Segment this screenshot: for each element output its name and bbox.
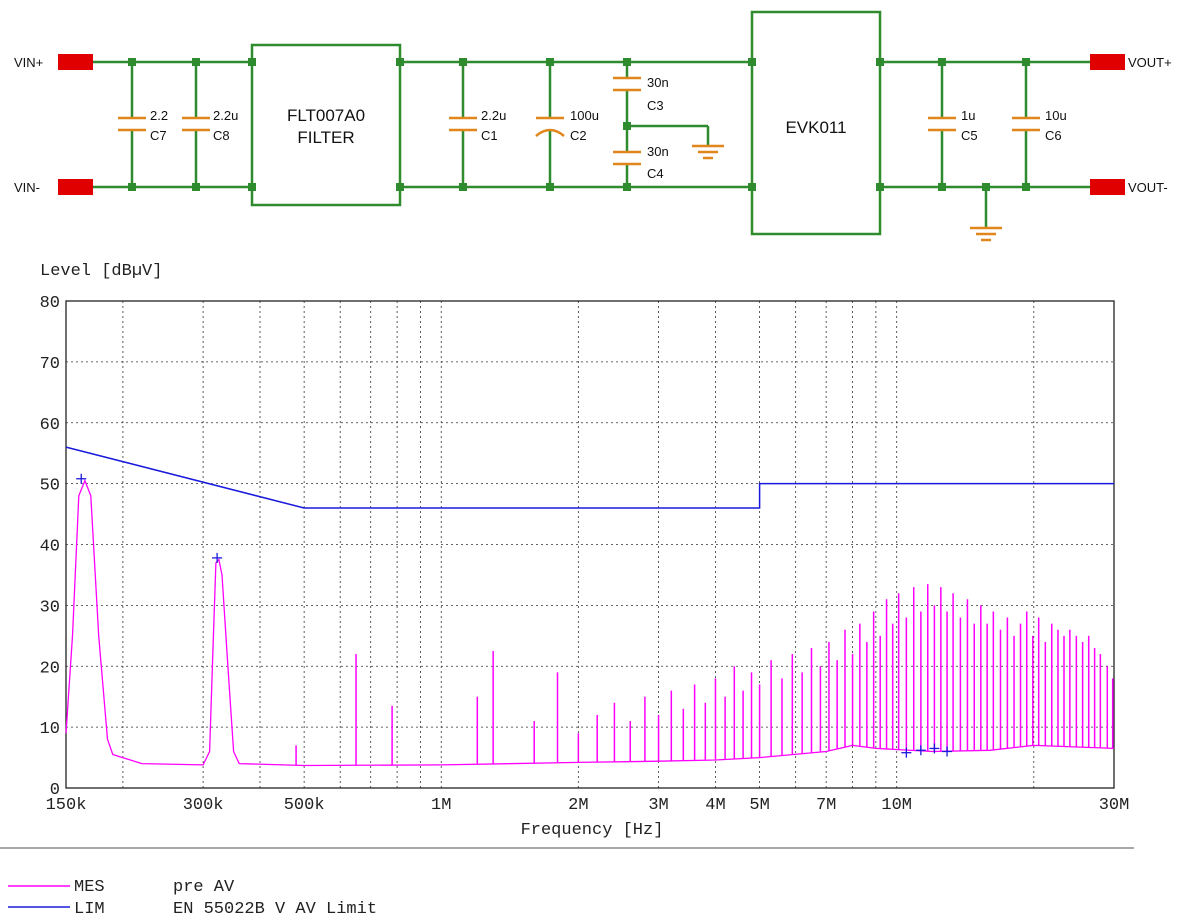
y-tick-label: 0 [50,781,60,800]
converter-label: EVK011 [785,118,846,137]
c5-value: 1u [961,108,975,123]
x-tick-label: 500k [284,796,325,815]
plot-frame [65,300,1115,789]
measurement-marker [901,747,912,758]
c1-ref: C1 [481,128,498,143]
y-tick-label: 60 [40,416,60,435]
junction-dots [128,58,1030,191]
legend-item-lim: LIM EN 55022B V AV Limit [8,900,377,918]
c8-value: 2.2u [213,108,238,123]
x-tick-label: 4M [705,796,725,815]
filter-name: FLT007A0 [287,106,365,125]
legend-code-mes: MES [74,878,105,897]
measurement-marker [942,746,953,757]
series-layer [65,446,1115,767]
ground-icon [692,144,724,160]
c5-ref: C5 [961,128,978,143]
x-tick-label: 7M [816,796,836,815]
ground-icon [970,226,1002,242]
x-tick-labels: 150k 300k 500k 1M 2M 3M 4M 5M 7M 10M 30M [46,796,1130,815]
x-tick-label: 300k [183,796,224,815]
legend-item-mes: MES pre AV [8,878,235,897]
c8-ref: C8 [213,128,230,143]
emi-spectrum-chart: Level [dBµV] 0 10 20 30 40 50 60 70 80 150k 300k 5… [0,262,1134,918]
c2-ref: C2 [570,128,587,143]
mes-baseline-trace [65,478,1115,767]
y-tick-label: 50 [40,477,60,496]
y-tick-label: 70 [40,355,60,374]
x-tick-label: 3M [648,796,668,815]
legend-label-lim: EN 55022B V AV Limit [173,900,377,918]
x-tick-label: 150k [46,796,87,815]
c3-value: 30n [647,75,669,90]
legend-code-lim: LIM [74,900,105,918]
measurement-marker [212,552,223,563]
y-tick-label: 20 [40,659,60,678]
c4-ref: C4 [647,166,664,181]
y-tick-label: 40 [40,538,60,557]
y-tick-label: 30 [40,598,60,617]
terminals [58,54,1125,195]
c2-value: 100u [570,108,599,123]
c3-ref: C3 [647,98,664,113]
measurement-marker [915,745,926,756]
c1-value: 2.2u [481,108,506,123]
vin-minus-label: VIN- [14,180,40,195]
measurement-marker [929,743,940,754]
x-tick-label: 30M [1099,796,1130,815]
c4-value: 30n [647,144,669,159]
vin-plus-label: VIN+ [14,55,43,70]
c6-value: 10u [1045,108,1067,123]
capacitor-symbols [118,76,1040,166]
y-tick-label: 10 [40,720,60,739]
x-tick-label: 1M [431,796,451,815]
c7-ref: C7 [150,128,167,143]
y-tick-label: 80 [40,294,60,313]
schematic-diagram: VIN+ VIN- VOUT+ VOUT- FLT007A0 FILTER EV… [14,10,1172,242]
x-axis-label: Frequency [Hz] [521,821,664,840]
vout-plus-label: VOUT+ [1128,55,1172,70]
c6-ref: C6 [1045,128,1062,143]
x-tick-label: 10M [881,796,912,815]
filter-label: FILTER [297,128,354,147]
measurement-marker [76,473,87,484]
legend-label-mes: pre AV [173,878,235,897]
c7-value: 2.2 [150,108,168,123]
y-tick-labels: 0 10 20 30 40 50 60 70 80 [40,294,60,800]
lim-limit-line [65,446,1114,509]
x-tick-label: 5M [749,796,769,815]
legend: MES pre AV LIM EN 55022B V AV Limit [8,878,377,918]
vout-minus-label: VOUT- [1128,180,1168,195]
x-tick-label: 2M [568,796,588,815]
chart-grid [66,301,1114,788]
y-axis-label: Level [dBµV] [40,262,162,281]
